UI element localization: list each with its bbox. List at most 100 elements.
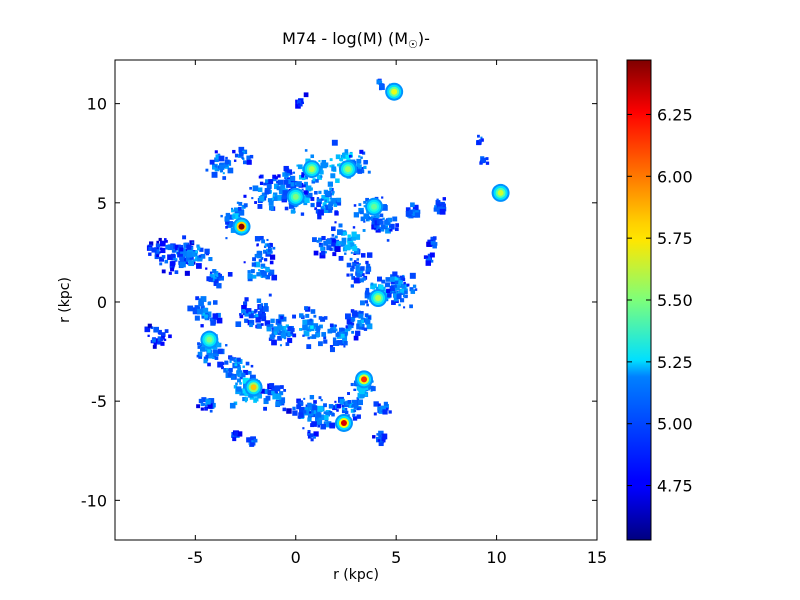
colorbar-tick-label: 5.00 xyxy=(657,415,693,434)
map-pixel xyxy=(315,209,321,214)
map-pixel xyxy=(262,313,266,317)
map-pixel xyxy=(197,351,203,357)
map-pixel xyxy=(182,258,188,265)
map-pixel xyxy=(174,258,178,261)
map-pixel xyxy=(256,298,262,303)
map-pixel xyxy=(365,287,370,292)
map-pixel xyxy=(330,173,336,179)
mass-peak xyxy=(361,376,368,383)
map-pixel xyxy=(304,149,308,152)
map-pixel xyxy=(380,405,386,411)
map-pixel xyxy=(232,149,236,154)
map-pixel xyxy=(264,320,271,326)
map-pixel xyxy=(425,256,432,262)
map-pixel xyxy=(378,409,383,414)
map-pixel xyxy=(198,398,204,404)
map-pixel xyxy=(335,178,340,183)
map-pixel xyxy=(357,319,362,324)
map-pixel xyxy=(363,205,366,208)
map-pixel xyxy=(394,280,399,285)
mass-peaks xyxy=(200,82,510,432)
map-pixel xyxy=(168,271,172,275)
map-pixel xyxy=(243,261,246,264)
map-pixel xyxy=(364,290,370,295)
map-pixel xyxy=(320,316,326,322)
map-pixel xyxy=(224,216,230,222)
map-pixel xyxy=(405,210,412,217)
map-pixel xyxy=(170,267,175,272)
map-pixel xyxy=(305,195,308,199)
mass-peak xyxy=(371,203,378,210)
map-pixel xyxy=(382,224,388,230)
map-pixel xyxy=(279,391,284,396)
map-pixel xyxy=(254,201,257,204)
map-pixel xyxy=(261,192,268,198)
map-pixel xyxy=(295,99,299,103)
map-pixel xyxy=(236,201,240,204)
map-pixel xyxy=(278,188,285,195)
map-pixel xyxy=(186,244,192,250)
map-pixel xyxy=(283,179,289,185)
map-pixel xyxy=(302,410,307,414)
map-pixel xyxy=(366,323,373,330)
map-pixel xyxy=(257,203,263,209)
map-pixel xyxy=(307,402,312,408)
map-pixel xyxy=(360,156,363,159)
map-pixel xyxy=(268,269,275,276)
map-pixel xyxy=(323,403,327,408)
map-pixel xyxy=(233,385,238,389)
map-pixel xyxy=(276,322,280,326)
map-pixel xyxy=(341,327,345,332)
map-pixel xyxy=(320,246,325,251)
map-pixel xyxy=(410,202,415,208)
map-pixel xyxy=(316,334,320,338)
x-axis: -5 0 5 10 15 xyxy=(187,60,607,567)
map-pixel xyxy=(290,209,296,214)
map-pixel xyxy=(280,385,284,389)
map-pixel xyxy=(331,197,338,204)
map-pixel xyxy=(221,366,224,370)
map-pixel xyxy=(310,309,316,314)
map-pixel xyxy=(254,309,258,313)
map-pixel xyxy=(412,204,419,211)
map-pixel xyxy=(284,176,287,180)
map-pixel xyxy=(326,245,332,251)
map-pixel xyxy=(352,246,358,252)
map-pixel xyxy=(184,258,187,262)
map-pixel xyxy=(271,390,275,395)
map-pixel xyxy=(163,338,167,341)
map-pixel xyxy=(310,197,315,201)
map-pixel xyxy=(216,274,219,277)
map-pixel xyxy=(208,277,213,282)
map-pixel xyxy=(318,237,323,242)
map-pixel xyxy=(328,404,334,409)
map-pixel xyxy=(225,344,228,347)
map-pixel xyxy=(379,220,384,225)
map-pixel xyxy=(323,316,328,320)
map-pixel xyxy=(353,244,357,248)
map-pixel xyxy=(243,194,247,198)
map-pixel xyxy=(229,360,232,363)
map-pixel xyxy=(368,316,372,320)
map-pixel xyxy=(198,300,204,307)
map-pixel xyxy=(180,256,186,262)
map-pixel xyxy=(307,319,313,326)
map-pixel xyxy=(355,405,359,408)
map-pixel xyxy=(315,331,321,337)
map-pixel xyxy=(214,150,218,154)
map-pixel xyxy=(169,261,176,267)
map-pixel xyxy=(239,376,243,380)
map-pixel xyxy=(276,186,281,191)
map-pixel xyxy=(363,200,367,204)
map-pixel xyxy=(365,319,371,325)
map-pixel xyxy=(379,213,384,218)
map-pixel xyxy=(256,244,259,247)
map-pixel xyxy=(350,245,355,250)
map-pixel xyxy=(254,236,261,242)
map-pixel xyxy=(360,169,365,174)
map-pixel xyxy=(382,205,388,211)
map-pixel xyxy=(216,283,222,289)
map-pixel xyxy=(231,214,236,219)
map-pixel xyxy=(243,203,248,208)
map-pixel xyxy=(378,80,383,85)
